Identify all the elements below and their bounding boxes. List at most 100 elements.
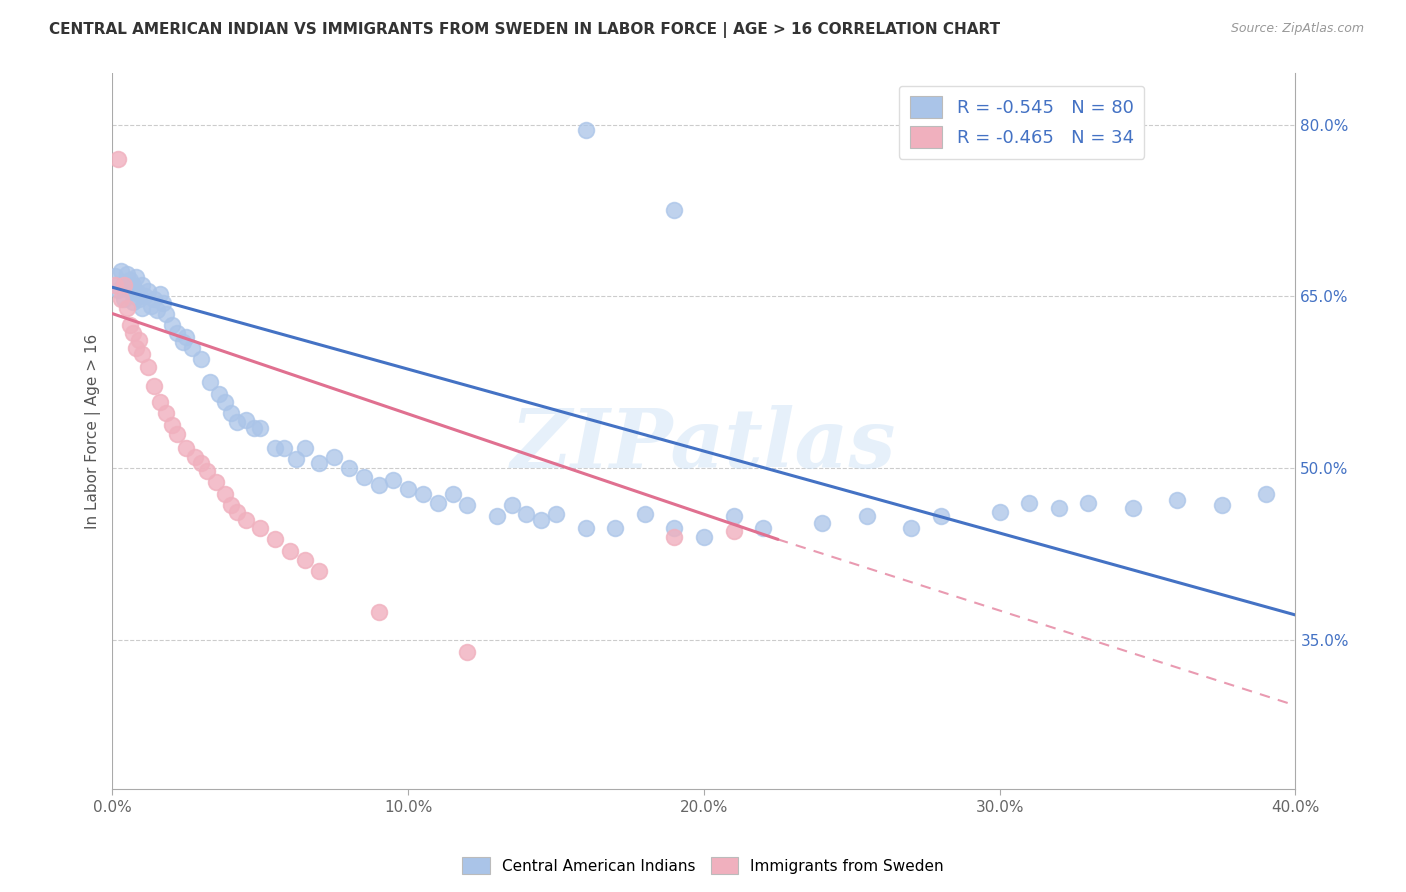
Y-axis label: In Labor Force | Age > 16: In Labor Force | Age > 16 <box>86 334 101 529</box>
Point <box>214 486 236 500</box>
Point <box>112 292 135 306</box>
Point <box>149 287 172 301</box>
Point <box>155 406 177 420</box>
Point <box>166 326 188 340</box>
Point <box>426 496 449 510</box>
Point <box>664 203 686 218</box>
Point <box>273 441 295 455</box>
Point <box>146 303 169 318</box>
Point <box>929 509 952 524</box>
Point <box>988 505 1011 519</box>
Point <box>249 421 271 435</box>
Point <box>456 498 478 512</box>
Point <box>396 482 419 496</box>
Point <box>172 335 194 350</box>
Point <box>131 347 153 361</box>
Point <box>1077 496 1099 510</box>
Point <box>110 292 132 306</box>
Point <box>190 352 212 367</box>
Point <box>120 284 142 298</box>
Text: ZIPatlas: ZIPatlas <box>512 405 897 485</box>
Point <box>515 507 537 521</box>
Point <box>115 301 138 315</box>
Point <box>501 498 523 512</box>
Point <box>155 307 177 321</box>
Point <box>1018 496 1040 510</box>
Point <box>107 283 129 297</box>
Point <box>634 507 657 521</box>
Point <box>752 521 775 535</box>
Point <box>142 379 165 393</box>
Point <box>184 450 207 464</box>
Point <box>208 387 231 401</box>
Point <box>205 475 228 489</box>
Point <box>149 394 172 409</box>
Point <box>120 273 142 287</box>
Point <box>1211 498 1233 512</box>
Point <box>190 456 212 470</box>
Text: Source: ZipAtlas.com: Source: ZipAtlas.com <box>1230 22 1364 36</box>
Point <box>243 421 266 435</box>
Point <box>128 333 150 347</box>
Point <box>125 269 148 284</box>
Legend: Central American Indians, Immigrants from Sweden: Central American Indians, Immigrants fro… <box>456 851 950 880</box>
Point <box>219 498 242 512</box>
Point <box>110 264 132 278</box>
Point <box>112 277 135 292</box>
Point <box>112 276 135 290</box>
Point <box>176 329 198 343</box>
Point <box>855 509 877 524</box>
Point <box>198 376 221 390</box>
Point <box>122 277 145 292</box>
Point <box>142 292 165 306</box>
Point <box>278 543 301 558</box>
Point <box>367 478 389 492</box>
Point <box>382 473 405 487</box>
Point <box>136 284 159 298</box>
Point <box>664 530 686 544</box>
Point <box>152 296 174 310</box>
Point <box>115 280 138 294</box>
Point <box>225 416 247 430</box>
Point <box>264 441 287 455</box>
Point <box>264 533 287 547</box>
Point <box>125 341 148 355</box>
Point <box>181 341 204 355</box>
Point <box>166 426 188 441</box>
Point <box>104 268 127 283</box>
Point <box>323 450 346 464</box>
Point <box>104 277 127 292</box>
Point <box>456 645 478 659</box>
Point <box>308 456 330 470</box>
Point <box>219 406 242 420</box>
Point <box>235 413 257 427</box>
Point <box>1047 501 1070 516</box>
Point <box>115 267 138 281</box>
Point <box>225 505 247 519</box>
Point <box>125 284 148 298</box>
Point <box>693 530 716 544</box>
Point <box>214 394 236 409</box>
Point <box>136 360 159 375</box>
Point <box>294 553 316 567</box>
Point <box>128 292 150 306</box>
Point <box>107 152 129 166</box>
Point <box>337 461 360 475</box>
Point <box>308 565 330 579</box>
Point <box>195 464 218 478</box>
Legend: R = -0.545   N = 80, R = -0.465   N = 34: R = -0.545 N = 80, R = -0.465 N = 34 <box>898 86 1144 159</box>
Point <box>284 452 307 467</box>
Point <box>120 318 142 332</box>
Point <box>139 299 162 313</box>
Point <box>294 441 316 455</box>
Point <box>605 521 627 535</box>
Point <box>122 326 145 340</box>
Point <box>530 513 553 527</box>
Point <box>131 277 153 292</box>
Point <box>160 318 183 332</box>
Point <box>367 605 389 619</box>
Point <box>128 287 150 301</box>
Point <box>811 516 834 531</box>
Text: CENTRAL AMERICAN INDIAN VS IMMIGRANTS FROM SWEDEN IN LABOR FORCE | AGE > 16 CORR: CENTRAL AMERICAN INDIAN VS IMMIGRANTS FR… <box>49 22 1000 38</box>
Point <box>353 470 375 484</box>
